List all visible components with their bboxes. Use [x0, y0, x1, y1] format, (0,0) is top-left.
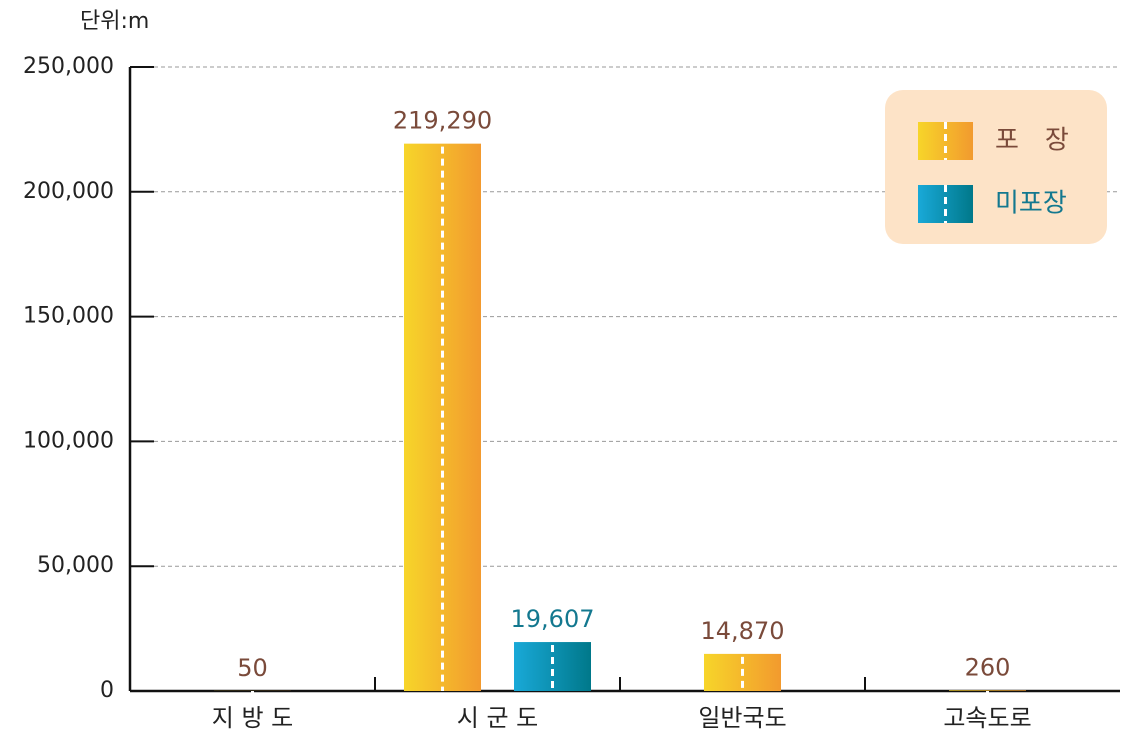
- x-tick-label: 지 방 도: [212, 704, 294, 732]
- data-label: 19,607: [511, 605, 595, 633]
- x-tick-label: 고속도로: [943, 704, 1031, 732]
- bar: [949, 690, 1026, 691]
- y-tick-label: 50,000: [37, 553, 114, 578]
- x-tick-label: 시 군 도: [457, 704, 539, 732]
- data-label: 50: [237, 654, 268, 682]
- legend-label: 포 장: [995, 126, 1069, 156]
- data-label: 260: [965, 653, 1011, 681]
- legend-label: 미포장: [995, 189, 1067, 219]
- y-tick-label: 200,000: [23, 179, 114, 204]
- x-tick-label: 일반국도: [698, 704, 786, 732]
- data-label: 219,290: [393, 107, 492, 135]
- y-tick-label: 0: [100, 678, 114, 703]
- y-tick-label: 100,000: [23, 428, 114, 453]
- unit-label: 단위:m: [80, 9, 149, 34]
- y-tick-label: 250,000: [23, 54, 114, 79]
- data-label: 14,870: [701, 617, 785, 645]
- y-tick-label: 150,000: [23, 304, 114, 329]
